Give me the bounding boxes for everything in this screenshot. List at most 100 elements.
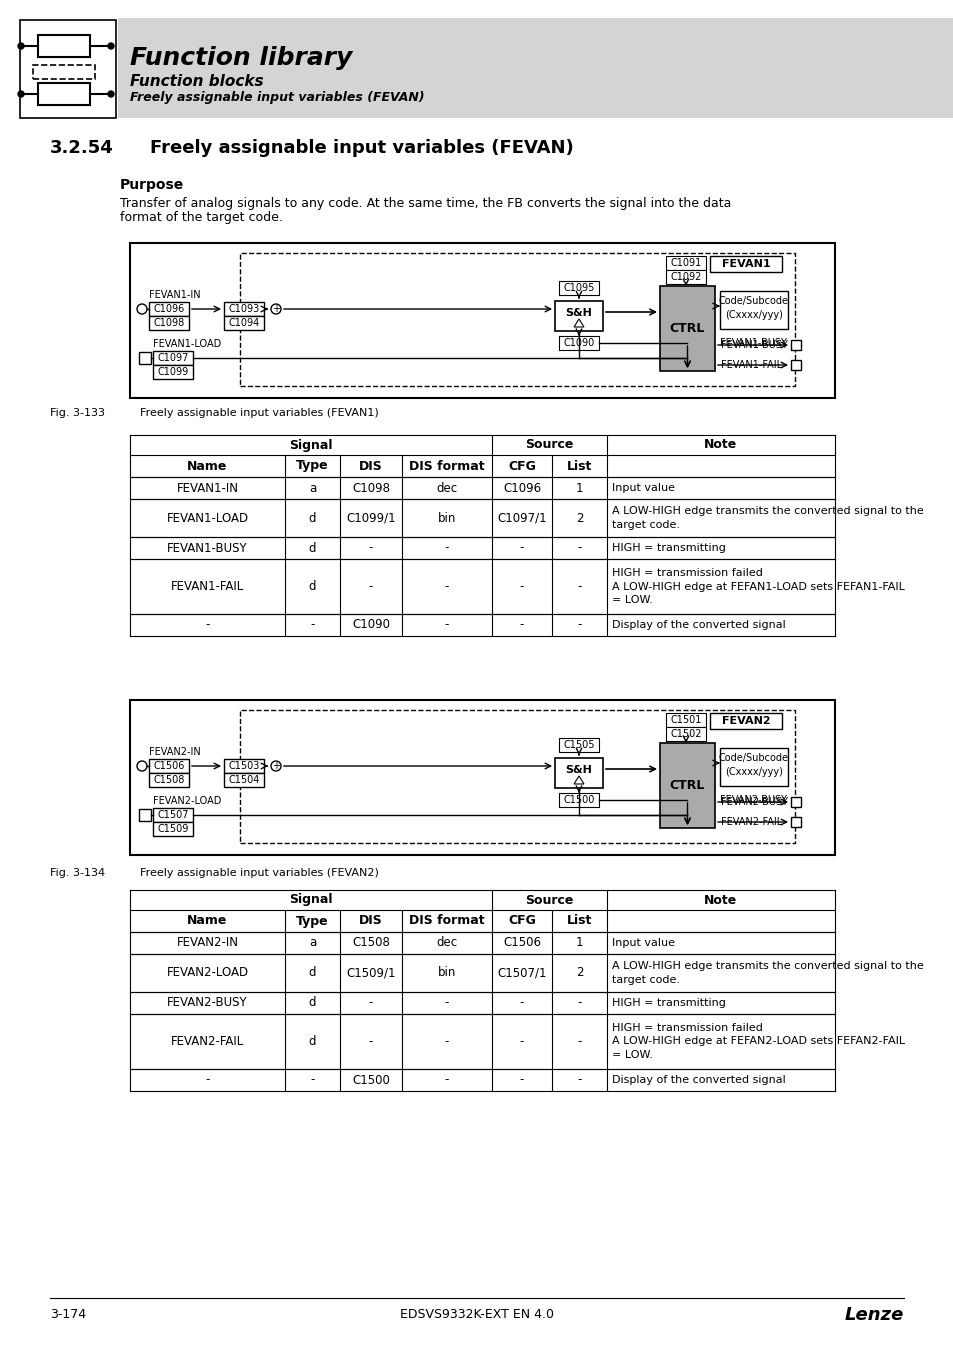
Text: Source: Source bbox=[525, 439, 573, 451]
Text: FEVAN2: FEVAN2 bbox=[720, 716, 769, 726]
Text: FEVAN1-IN: FEVAN1-IN bbox=[176, 482, 238, 494]
Text: -: - bbox=[310, 1073, 314, 1087]
Bar bbox=[130, 614, 834, 636]
Text: d: d bbox=[309, 1035, 315, 1048]
Text: C1500: C1500 bbox=[562, 795, 594, 805]
Text: Freely assignable input variables (FEVAN): Freely assignable input variables (FEVAN… bbox=[130, 90, 424, 104]
Text: C1097/1: C1097/1 bbox=[497, 512, 546, 525]
Bar bbox=[224, 759, 264, 774]
Text: C1501: C1501 bbox=[670, 716, 701, 725]
Text: HIGH = transmission failed
A LOW-HIGH edge at FEFAN1-LOAD sets FEFAN1-FAIL
= LOW: HIGH = transmission failed A LOW-HIGH ed… bbox=[612, 568, 904, 605]
Text: -: - bbox=[444, 1035, 449, 1048]
Text: -: - bbox=[519, 1073, 523, 1087]
Text: -: - bbox=[577, 1073, 581, 1087]
Bar bbox=[224, 774, 264, 787]
Text: Signal: Signal bbox=[289, 439, 333, 451]
Text: (Cxxxx/yyy): (Cxxxx/yyy) bbox=[724, 767, 782, 778]
Bar bbox=[130, 537, 834, 559]
Text: Lenze: Lenze bbox=[843, 1305, 903, 1324]
Bar bbox=[130, 890, 834, 910]
Text: Code/Subcode: Code/Subcode bbox=[719, 753, 788, 763]
Text: -: - bbox=[577, 618, 581, 632]
Text: HIGH = transmission failed
A LOW-HIGH edge at FEFAN2-LOAD sets FEFAN2-FAIL
= LOW: HIGH = transmission failed A LOW-HIGH ed… bbox=[612, 1023, 904, 1060]
Text: Function library: Function library bbox=[130, 46, 352, 70]
Text: C1500: C1500 bbox=[352, 1073, 390, 1087]
Text: -: - bbox=[444, 580, 449, 593]
Bar bbox=[665, 270, 705, 284]
Circle shape bbox=[271, 761, 281, 771]
Bar bbox=[555, 301, 602, 331]
Bar bbox=[20, 20, 116, 117]
Bar bbox=[130, 435, 834, 455]
Bar bbox=[149, 302, 189, 316]
Text: FEVAN1-IN: FEVAN1-IN bbox=[149, 290, 200, 300]
Bar bbox=[149, 316, 189, 329]
Text: HIGH = transmitting: HIGH = transmitting bbox=[612, 998, 725, 1008]
Text: Name: Name bbox=[187, 459, 228, 472]
Bar bbox=[149, 759, 189, 774]
Bar bbox=[240, 710, 794, 842]
Text: A LOW-HIGH edge transmits the converted signal to the
target code.: A LOW-HIGH edge transmits the converted … bbox=[612, 506, 923, 529]
Text: 1: 1 bbox=[576, 482, 582, 494]
Text: -: - bbox=[577, 996, 581, 1010]
Text: Code/Subcode: Code/Subcode bbox=[719, 296, 788, 306]
Bar bbox=[790, 796, 801, 807]
Bar bbox=[224, 302, 264, 316]
Text: Freely assignable input variables (FEVAN2): Freely assignable input variables (FEVAN… bbox=[140, 868, 378, 878]
Bar bbox=[130, 500, 834, 537]
Text: FEVAN2-FAIL: FEVAN2-FAIL bbox=[720, 817, 781, 828]
Text: C1506: C1506 bbox=[502, 937, 540, 949]
Text: Transfer of analog signals to any code. At the same time, the FB converts the si: Transfer of analog signals to any code. … bbox=[120, 197, 731, 211]
Text: C1509/1: C1509/1 bbox=[346, 967, 395, 980]
Circle shape bbox=[18, 43, 24, 49]
Text: dec: dec bbox=[436, 937, 457, 949]
Text: C1097: C1097 bbox=[157, 352, 189, 363]
Bar bbox=[130, 1014, 834, 1069]
Text: C1508: C1508 bbox=[352, 937, 390, 949]
Circle shape bbox=[18, 90, 24, 97]
Text: FEVAN2-IN: FEVAN2-IN bbox=[149, 747, 200, 757]
Bar bbox=[130, 243, 834, 398]
Text: C1092: C1092 bbox=[670, 271, 701, 282]
Text: List: List bbox=[566, 459, 592, 472]
Text: Freely assignable input variables (FEVAN): Freely assignable input variables (FEVAN… bbox=[150, 139, 573, 157]
Text: C1099/1: C1099/1 bbox=[346, 512, 395, 525]
Text: bin: bin bbox=[437, 967, 456, 980]
Bar bbox=[38, 82, 90, 105]
Bar bbox=[558, 792, 598, 807]
Text: Display of the converted signal: Display of the converted signal bbox=[612, 1075, 785, 1085]
Bar bbox=[130, 701, 834, 855]
Text: d: d bbox=[309, 512, 315, 525]
Text: -: - bbox=[205, 618, 210, 632]
Text: -: - bbox=[519, 541, 523, 555]
Bar bbox=[139, 809, 151, 821]
Circle shape bbox=[108, 43, 113, 49]
Text: C1507/1: C1507/1 bbox=[497, 967, 546, 980]
Text: C1099: C1099 bbox=[157, 367, 189, 377]
Bar bbox=[118, 18, 953, 117]
Text: Type: Type bbox=[295, 459, 329, 472]
Bar bbox=[130, 910, 834, 932]
Text: a: a bbox=[309, 482, 315, 494]
Text: dec: dec bbox=[436, 482, 457, 494]
Text: +: + bbox=[272, 761, 280, 771]
Bar bbox=[659, 286, 714, 371]
Bar bbox=[130, 1069, 834, 1091]
Text: Function blocks: Function blocks bbox=[130, 74, 263, 89]
Text: C1505: C1505 bbox=[562, 740, 594, 751]
Bar bbox=[152, 364, 193, 379]
Text: Purpose: Purpose bbox=[120, 178, 184, 192]
Bar bbox=[130, 931, 834, 954]
Text: DIS: DIS bbox=[358, 914, 382, 927]
Text: S&H: S&H bbox=[565, 308, 592, 319]
Text: Signal: Signal bbox=[289, 894, 333, 906]
Text: FEVAN2-LOAD: FEVAN2-LOAD bbox=[152, 796, 221, 806]
Text: DIS: DIS bbox=[358, 459, 382, 472]
Text: Display of the converted signal: Display of the converted signal bbox=[612, 620, 785, 630]
Bar bbox=[665, 256, 705, 270]
Text: Source: Source bbox=[525, 894, 573, 906]
Text: 3-174: 3-174 bbox=[50, 1308, 86, 1322]
Text: FEVAN2-BUSY: FEVAN2-BUSY bbox=[720, 795, 786, 805]
Text: C1098: C1098 bbox=[352, 482, 390, 494]
Bar bbox=[555, 757, 602, 788]
